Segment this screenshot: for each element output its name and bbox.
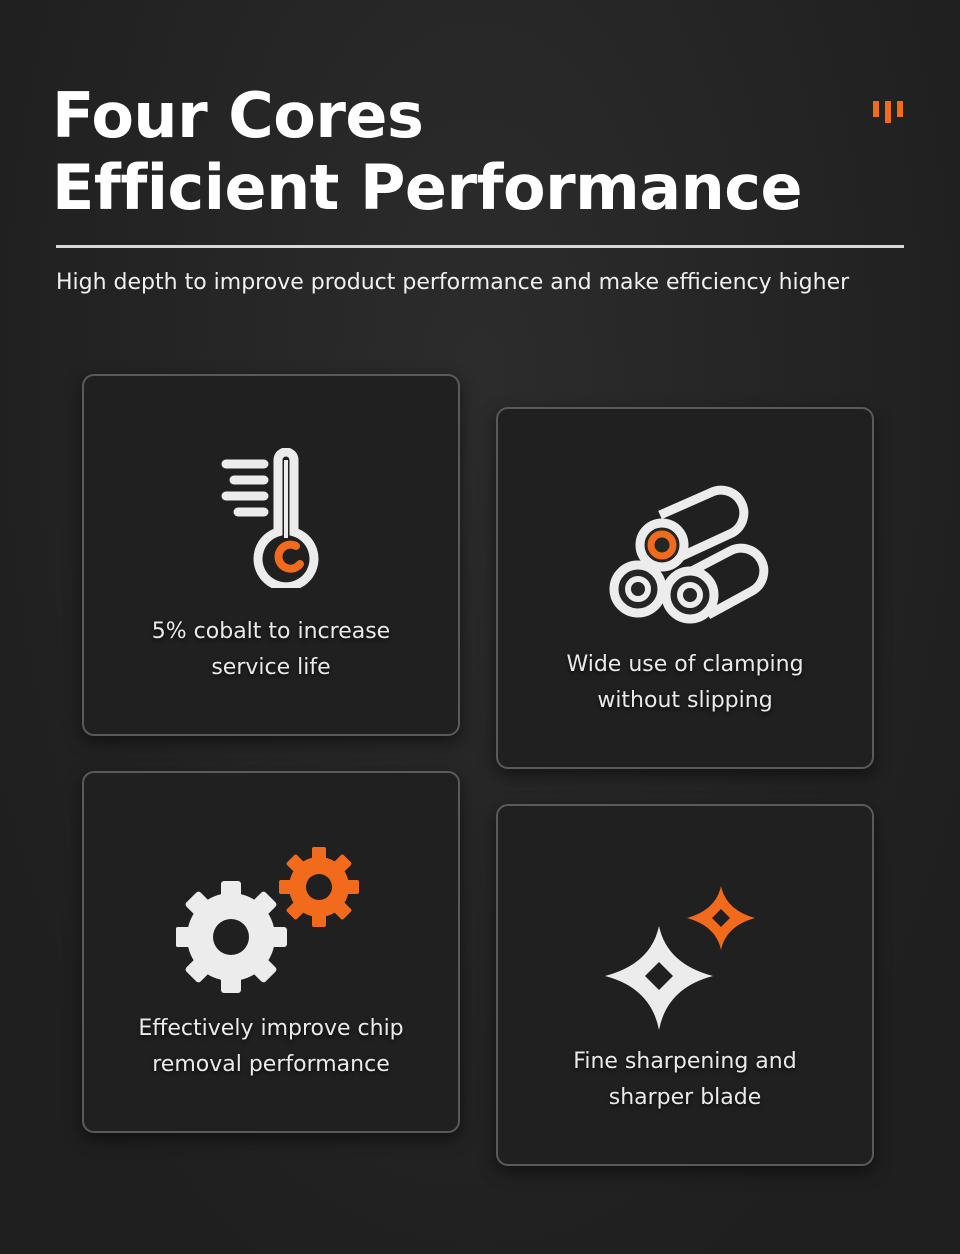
- feature-card-sharpening: Fine sharpening and sharper blade: [496, 804, 874, 1166]
- thermometer-icon: [221, 448, 319, 588]
- feature-card-cobalt: 5% cobalt to increase service life: [82, 374, 460, 736]
- decorative-bars-icon: [873, 101, 903, 123]
- feature-text: Fine sharpening and sharper blade: [573, 1049, 797, 1110]
- title-line-2: Efficient Performance: [52, 151, 803, 224]
- pipes-icon: [609, 485, 769, 624]
- feature-card-clamping: Wide use of clamping without slipping: [496, 407, 874, 769]
- feature-text: Effectively improve chip removal perform…: [138, 1016, 404, 1077]
- feature-text: Wide use of clamping without slipping: [566, 652, 804, 713]
- title-line-1: Four Cores: [52, 79, 424, 152]
- gears-icon: [176, 847, 359, 993]
- feature-text: 5% cobalt to increase service life: [151, 619, 391, 680]
- page-title: Four Cores Efficient Performance: [52, 79, 803, 224]
- sparkle-icon: [605, 886, 755, 1030]
- feature-card-chip-removal: Effectively improve chip removal perform…: [82, 771, 460, 1133]
- subtitle: High depth to improve product performanc…: [56, 270, 850, 295]
- divider: [56, 245, 904, 248]
